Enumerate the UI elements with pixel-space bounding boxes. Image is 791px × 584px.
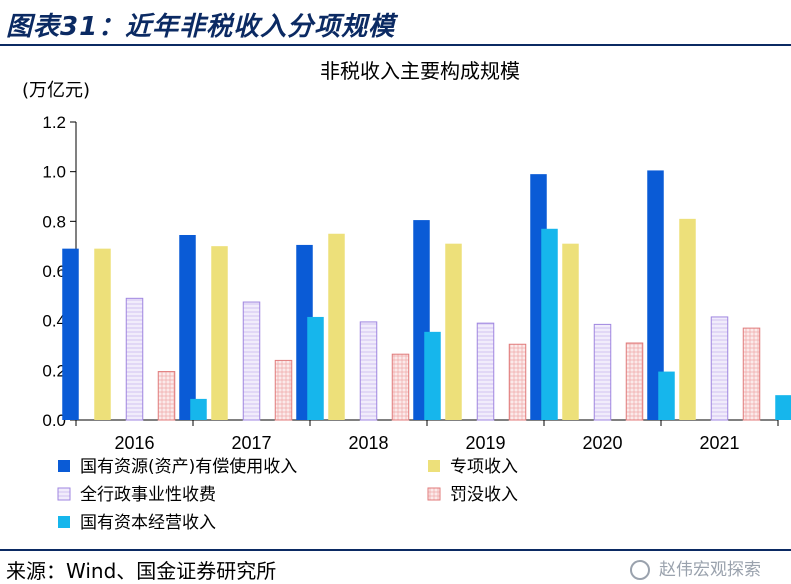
figure-title-bar: 图表31：近年非税收入分项规模 xyxy=(0,0,791,46)
bar-2017-series-4 xyxy=(274,359,293,421)
bar-2016-series-4 xyxy=(157,371,176,421)
legend-swatch xyxy=(58,460,70,472)
bar-2020-series-4 xyxy=(625,342,644,421)
bar-2018-series-2 xyxy=(328,233,345,420)
x-tick-label: 2021 xyxy=(699,433,739,453)
x-tick-label: 2020 xyxy=(582,433,622,453)
wechat-icon xyxy=(629,560,650,580)
legend-label: 国有资源(资产)有偿使用收入 xyxy=(80,456,297,477)
figure-title: 图表31：近年非税收入分项规模 xyxy=(6,12,396,42)
bar-2016-series-1 xyxy=(62,248,79,420)
x-tick-label: 2018 xyxy=(348,433,388,453)
bar-2019-series-3 xyxy=(476,322,495,421)
y-tick-label: 1.0 xyxy=(42,163,66,182)
legend-label: 专项收入 xyxy=(450,457,518,477)
legend-label: 国有资本经营收入 xyxy=(80,513,216,533)
x-axis: 2016 2017 2018 2019 2020 2021 xyxy=(75,419,779,453)
bar-2021-series-3 xyxy=(710,316,729,421)
y-axis-label: (万亿元) xyxy=(22,80,90,101)
bar-2020-series-3 xyxy=(593,323,612,421)
bar-2017-series-5 xyxy=(307,316,324,420)
bar-2018-series-4 xyxy=(391,353,410,421)
legend-swatch xyxy=(58,516,70,528)
watermark: 赵伟宏观探索 xyxy=(629,555,761,580)
bar-2021-series-2 xyxy=(679,218,696,420)
legend-swatch xyxy=(427,487,441,501)
bar-2018-series-5 xyxy=(424,331,441,420)
x-tick-label: 2017 xyxy=(231,433,271,453)
bar-2017-series-2 xyxy=(211,246,228,420)
legend-swatch xyxy=(428,460,440,472)
bar-2016-series-3 xyxy=(125,297,144,421)
x-tick-label: 2019 xyxy=(465,433,505,453)
bar-2018-series-3 xyxy=(359,321,378,421)
bar-2021-series-1 xyxy=(647,170,664,420)
bar-2021-series-5 xyxy=(775,395,791,420)
bar-2017-series-1 xyxy=(179,234,196,420)
watermark-text: 赵伟宏观探索 xyxy=(659,560,761,580)
bar-2020-series-2 xyxy=(562,243,579,420)
bar-2020-series-5 xyxy=(658,371,675,420)
legend-label: 全行政事业性收费 xyxy=(80,485,216,505)
bar-2017-series-3 xyxy=(242,301,261,421)
y-tick-label: 0.6 xyxy=(42,262,66,281)
y-tick-label: 1.2 xyxy=(42,113,66,132)
y-tick-label: 0.8 xyxy=(42,212,66,231)
y-tick-label: 0.2 xyxy=(42,361,66,380)
bar-2016-series-2 xyxy=(94,248,111,420)
x-tick-label: 2016 xyxy=(114,433,154,453)
bar-2019-series-4 xyxy=(508,343,527,421)
bar-2021-series-4 xyxy=(742,327,761,421)
source-bar: 来源：Wind、国金证券研究所 赵伟宏观探索 xyxy=(0,549,791,583)
bar-2016-series-5 xyxy=(190,398,207,420)
bar-2019-series-5 xyxy=(541,228,558,420)
source-note: 来源：Wind、国金证券研究所 xyxy=(6,559,277,583)
y-axis: 0.0 0.2 0.4 0.6 0.8 1.0 1.2 xyxy=(42,113,77,430)
legend-swatch xyxy=(57,487,71,501)
chart-title: 非税收入主要构成规模 xyxy=(320,59,520,83)
y-tick-label: 0.4 xyxy=(42,312,66,331)
bar-chart: 非税收入主要构成规模 (万亿元) 0.0 0.2 0.4 0.6 0.8 1.0 1.2 2… xyxy=(22,59,791,533)
y-tick-label: 0.0 xyxy=(42,411,66,430)
legend-label: 罚没收入 xyxy=(450,485,518,505)
bar-series-group xyxy=(62,170,791,421)
bar-2019-series-2 xyxy=(445,243,462,420)
